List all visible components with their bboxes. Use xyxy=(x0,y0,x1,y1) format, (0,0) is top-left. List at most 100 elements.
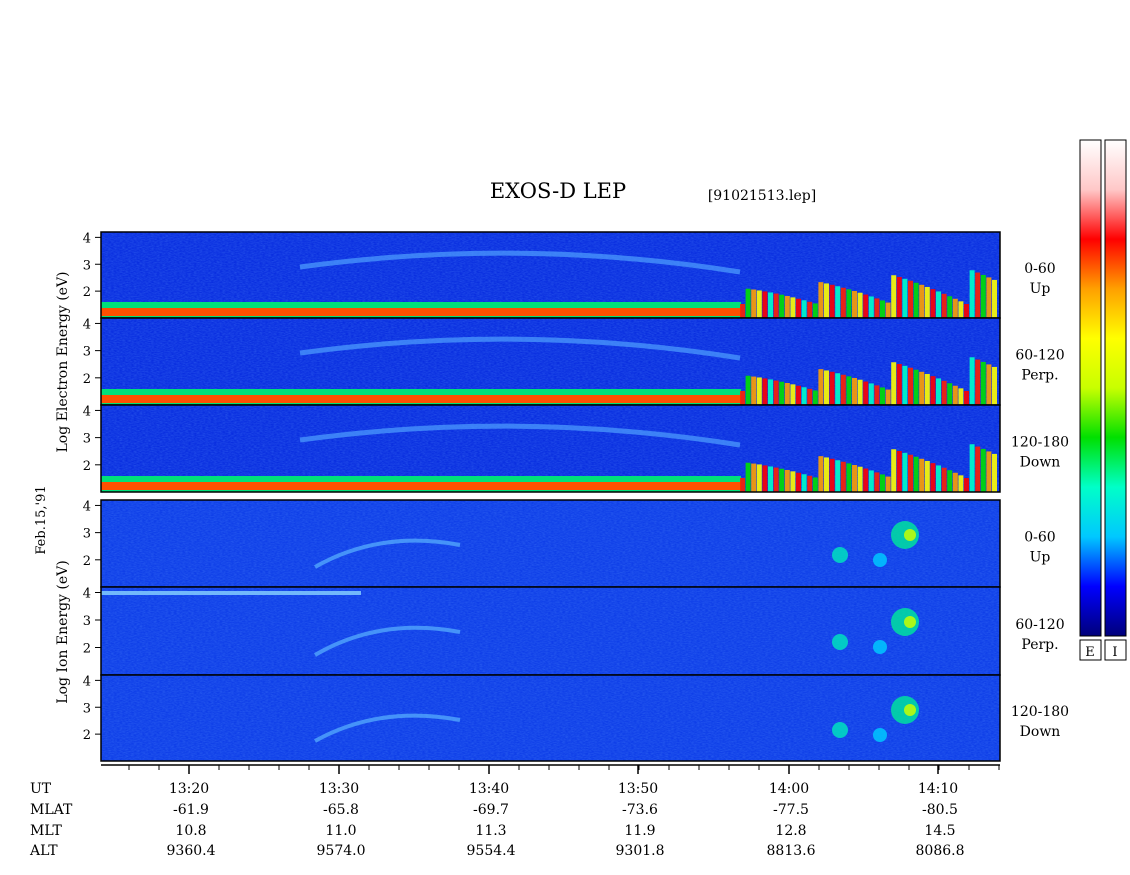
electron-burst xyxy=(952,472,958,492)
y-tick-label: 2 xyxy=(83,372,91,387)
electron-burst xyxy=(790,297,796,318)
electron-burst xyxy=(818,456,824,492)
direction-label: Down xyxy=(1020,455,1061,471)
electron-burst xyxy=(751,376,757,405)
time-tick-mlt: 11.0 xyxy=(325,823,356,839)
electron-burst xyxy=(779,381,785,405)
ion-feature xyxy=(873,728,887,742)
panel-noise xyxy=(101,500,1000,587)
electron-burst xyxy=(756,377,762,405)
electron-burst xyxy=(852,378,857,405)
ion-feature xyxy=(832,634,848,650)
electron-burst xyxy=(969,270,975,318)
electron-burst xyxy=(919,284,925,318)
direction-label: Perp. xyxy=(1021,637,1058,653)
electron-burst xyxy=(868,296,874,318)
time-tick-ut: 13:30 xyxy=(319,781,359,797)
y-tick-label: 4 xyxy=(83,317,91,332)
ion-line xyxy=(101,591,361,595)
electron-burst xyxy=(975,446,981,492)
electron-burst xyxy=(969,444,975,492)
electron-burst xyxy=(924,286,930,318)
electron-burst xyxy=(980,448,986,492)
electron-burst xyxy=(852,291,857,318)
y-tick-label: 4 xyxy=(83,231,91,246)
time-tick-mlat: -80.5 xyxy=(922,802,958,818)
electron-burst xyxy=(941,293,947,318)
electron-burst xyxy=(840,374,846,405)
y-tick-label: 2 xyxy=(83,459,91,474)
axis-row-label: MLT xyxy=(30,823,62,839)
electron-burst xyxy=(745,288,751,318)
electron-burst xyxy=(958,475,964,492)
time-tick-mlat: -73.6 xyxy=(622,802,658,818)
electron-burst xyxy=(958,388,964,405)
electron-burst xyxy=(840,287,846,318)
electron-burst xyxy=(784,296,790,318)
electron-burst xyxy=(835,460,841,492)
electron-burst xyxy=(913,456,919,492)
electron-burst xyxy=(740,304,745,318)
panel-3: 2 3 4 120-180 Down xyxy=(83,404,1069,493)
y-tick-label: 3 xyxy=(83,614,91,629)
electron-burst xyxy=(891,362,897,405)
electron-burst xyxy=(829,371,835,405)
y-tick-label: 4 xyxy=(83,587,91,602)
electron-burst xyxy=(812,477,818,492)
electron-burst xyxy=(824,370,829,405)
electron-burst xyxy=(790,384,796,405)
electron-burst xyxy=(740,391,745,405)
electron-burst xyxy=(835,286,841,318)
electron-burst xyxy=(857,292,863,318)
electron-burst xyxy=(958,301,964,318)
ion-colorbar-label: I xyxy=(1112,645,1117,660)
ion-feature xyxy=(873,640,887,654)
electron-burst xyxy=(824,457,829,492)
electron-burst xyxy=(807,475,813,492)
electron-burst xyxy=(941,380,947,405)
electron-colorbar-key xyxy=(1079,639,1102,661)
electron-burst xyxy=(986,364,992,405)
direction-label: Down xyxy=(1020,724,1061,740)
electron-burst xyxy=(868,383,874,405)
electron-burst xyxy=(936,378,941,405)
electron-burst xyxy=(796,472,801,492)
time-tick-alt: 8813.6 xyxy=(767,843,816,859)
electron-burst xyxy=(885,389,891,405)
figure-title: EXOS-D LEP xyxy=(490,179,626,203)
axis-row-label: UT xyxy=(30,781,52,797)
time-tick-alt: 9301.8 xyxy=(616,843,665,859)
electron-burst xyxy=(773,293,779,318)
time-tick-ut: 13:20 xyxy=(169,781,209,797)
electron-burst xyxy=(947,470,953,492)
electron-burst xyxy=(768,466,773,492)
electron-burst xyxy=(807,301,813,318)
panel-noise xyxy=(101,587,1000,675)
electron-burst xyxy=(924,460,930,492)
electron-arc xyxy=(299,250,741,275)
electron-burst xyxy=(768,292,773,318)
electron-burst xyxy=(952,298,958,318)
electron-burst xyxy=(863,381,869,405)
electron-burst xyxy=(779,294,785,318)
time-tick-ut: 13:40 xyxy=(469,781,509,797)
direction-label: Perp. xyxy=(1021,368,1058,384)
electron-burst xyxy=(835,373,841,405)
electron-burst xyxy=(919,458,925,492)
electron-burst xyxy=(840,461,846,492)
y-tick-label: 4 xyxy=(83,499,91,514)
electron-burst xyxy=(846,289,852,318)
electron-burst xyxy=(756,464,762,492)
electron-burst xyxy=(846,463,852,492)
time-tick-alt: 8086.8 xyxy=(916,843,965,859)
electron-burst xyxy=(790,471,796,492)
y-tick-label: 4 xyxy=(83,674,91,689)
time-tick-mlt: 14.5 xyxy=(924,823,955,839)
electron-burst xyxy=(980,361,986,405)
pitch-angle-label: 120-180 xyxy=(1011,435,1069,451)
panel-1: 2 3 4 0-60 Up xyxy=(83,231,1056,319)
electron-burst xyxy=(902,365,908,405)
panel-4: 2 3 4 0-60 Up xyxy=(83,499,1056,588)
electron-arc xyxy=(299,336,741,361)
